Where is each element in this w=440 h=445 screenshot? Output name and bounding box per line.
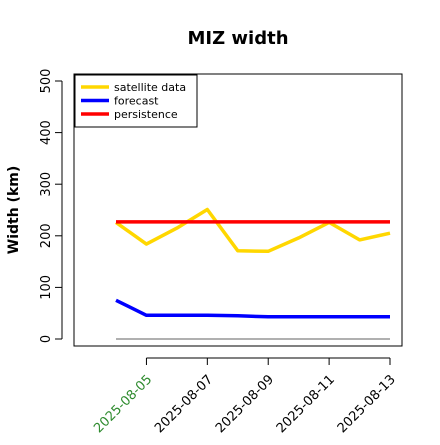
- series-layer: [114, 207, 391, 319]
- legend-label-persistence: persistence: [114, 108, 178, 121]
- x-tick-label-2025-08-11: 2025-08-11: [274, 372, 338, 436]
- x-tick-label-2025-08-05: 2025-08-05: [91, 372, 155, 436]
- y-tick-label-0: 0: [39, 335, 54, 343]
- y-axis: 0 100 200 300 400 500: [39, 69, 63, 343]
- y-tick-label-500: 500: [39, 69, 54, 94]
- series-line-satellite-data: [114, 207, 391, 254]
- x-tick-label-2025-08-09: 2025-08-09: [213, 372, 277, 436]
- x-tick-label-2025-08-07: 2025-08-07: [152, 372, 216, 436]
- series-line-forecast: [115, 298, 390, 319]
- y-axis-label: Width (km): [6, 166, 22, 255]
- chart-title: MIZ width: [187, 28, 288, 49]
- x-axis: 2025-08-052025-08-072025-08-092025-08-11…: [91, 357, 399, 436]
- legend-label-forecast: forecast: [114, 95, 159, 108]
- plot-frame: [73, 73, 403, 347]
- y-tick-label-100: 100: [39, 275, 54, 300]
- y-tick-label-300: 300: [39, 172, 54, 197]
- y-tick-label-400: 400: [39, 120, 54, 145]
- x-tick-label-2025-08-13: 2025-08-13: [335, 372, 399, 436]
- y-tick-label-200: 200: [39, 223, 54, 248]
- legend-label-satellite-data: satellite data: [114, 81, 186, 94]
